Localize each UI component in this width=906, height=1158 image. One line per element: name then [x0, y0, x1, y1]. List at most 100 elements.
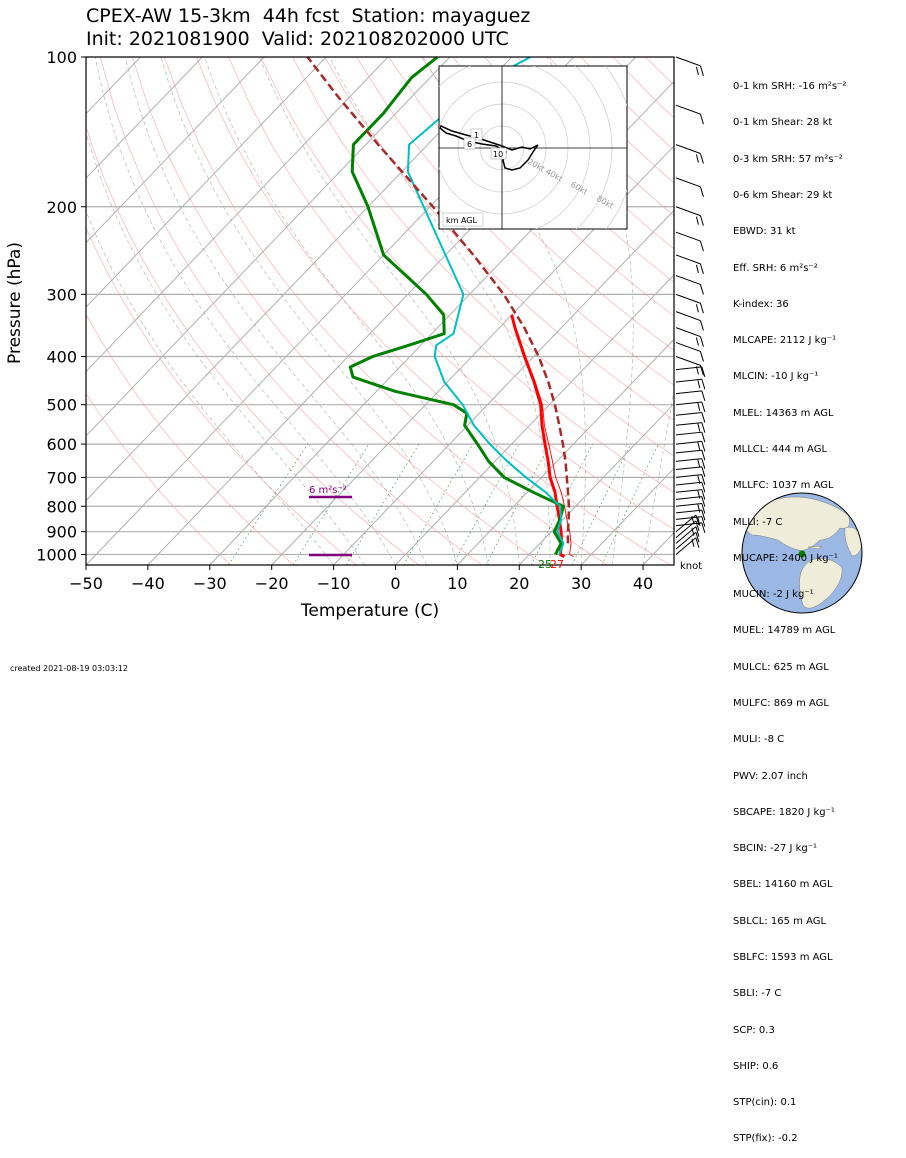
- wind-barb-flag: [701, 401, 706, 413]
- wind-barb: [675, 422, 702, 426]
- dry-adiabat: [228, 57, 674, 530]
- wind-barb-flag: [695, 537, 700, 548]
- x-tick-label: −50: [69, 574, 103, 593]
- surface-temp-label: 27: [550, 558, 564, 571]
- stat-line: STP(cin): 0.1: [733, 1097, 797, 1109]
- wetbulb-line: [406, 57, 565, 555]
- wind-barb-flag: [699, 153, 704, 164]
- hodo-corner-label: km AGL: [446, 216, 478, 225]
- stat-line: SHIP: 0.6: [733, 1060, 779, 1072]
- x-tick-label: 10: [447, 574, 467, 593]
- y-tick-label: 500: [46, 396, 77, 415]
- stat-line: 0-1 km SRH: -16 m²s⁻²: [733, 81, 847, 93]
- axes: −50 −40 −30 −20 −10 0 10 20 30 40 100 200 300 400 500 6…: [5, 48, 653, 621]
- wind-barb-flag: [701, 522, 706, 534]
- isotherm: [518, 403, 674, 565]
- moist-adiabat: [160, 57, 458, 565]
- stat-line: 0-3 km SRH: 57 m²s⁻²: [733, 153, 843, 165]
- wind-barb-flag: [701, 503, 706, 514]
- stat-line: MULI: -8 C: [733, 734, 785, 746]
- mixing-ratio-line: [452, 443, 520, 565]
- stat-line: MUEL: 14789 m AGL: [733, 625, 836, 637]
- y-axis-label: Pressure (hPa): [5, 242, 25, 364]
- wind-barb-flag: [691, 538, 695, 547]
- dry-adiabat: [131, 57, 545, 565]
- wind-barb: [675, 412, 702, 416]
- wind-barb-flag: [699, 186, 704, 197]
- wind-barb-flag: [699, 284, 704, 295]
- wind-barb-flag: [697, 517, 701, 526]
- stat-line: MULFC: 869 m AGL: [733, 697, 829, 709]
- stat-line: 0-1 km Shear: 28 kt: [733, 117, 833, 129]
- skewt-chart: −50 −40 −30 −20 −10 0 10 20 30 40 100 200 300 400 500 6…: [5, 48, 863, 621]
- wind-barb: [675, 342, 701, 352]
- wind-barb: [675, 522, 702, 527]
- hodo-height-label: 1: [474, 131, 479, 140]
- wind-barb: [675, 489, 702, 493]
- wind-barb-flag: [695, 366, 699, 375]
- wind-barb-flag: [697, 402, 701, 412]
- wind-barb-flag: [695, 304, 699, 313]
- wind-barb-flag: [701, 482, 706, 493]
- stat-line: MLCAPE: 2112 J kg⁻¹: [733, 335, 837, 347]
- mixing-ratio-line: [485, 443, 551, 565]
- dry-adiabat: [260, 57, 674, 493]
- wind-barb: [675, 390, 702, 395]
- wind-barb: [675, 481, 702, 486]
- isotherm: [333, 209, 674, 565]
- x-tick-label: −20: [255, 574, 289, 593]
- surface-dewpoint-label: 25: [538, 558, 552, 571]
- wind-barb: [675, 431, 702, 436]
- isotherm: [271, 145, 674, 565]
- wind-barb-flag: [699, 336, 704, 347]
- wind-barb-flag: [701, 510, 706, 521]
- x-axis-label: Temperature (C): [300, 601, 439, 621]
- wind-barb-flag: [701, 474, 706, 485]
- wind-barb-flag: [695, 216, 699, 225]
- wind-barb-flag: [699, 365, 704, 376]
- wind-barb-flag: [701, 366, 706, 378]
- y-tick-label: 800: [46, 497, 77, 516]
- wind-barb: [675, 206, 701, 217]
- moist-adiabat: [642, 388, 674, 565]
- y-tick-label: 1000: [36, 545, 77, 564]
- stat-line: Eff. SRH: 6 m²s⁻²: [733, 262, 818, 274]
- x-tick-label: −30: [193, 574, 227, 593]
- stat-line: MLEL: 14363 m AGL: [733, 407, 834, 419]
- stats-panel: 0-1 km SRH: -16 m²s⁻² 0-1 km Shear: 28 k…: [733, 57, 846, 1158]
- mixing-ratio-line: [571, 443, 631, 565]
- dry-adiabat: [86, 124, 420, 565]
- isotherm: [86, 57, 389, 373]
- wind-barb: [675, 275, 701, 285]
- dry-adiabat: [324, 57, 674, 421]
- stat-line: SBLCL: 165 m AGL: [733, 915, 827, 927]
- isotherm: [86, 57, 327, 308]
- wind-barb: [675, 509, 702, 514]
- wind-barb-flag: [695, 66, 699, 76]
- hodo-height-label: 10: [493, 150, 503, 159]
- wind-barb-flag: [701, 516, 706, 527]
- wind-barb-flag: [695, 520, 700, 532]
- y-tick-label: 900: [46, 523, 77, 542]
- y-tick-label: 400: [46, 348, 77, 367]
- wind-barb-flag: [695, 526, 700, 537]
- dry-adiabat: [388, 57, 674, 351]
- isotherm: [86, 57, 265, 244]
- stat-line: SBLFC: 1593 m AGL: [733, 951, 833, 963]
- wind-barb-flag: [701, 422, 706, 433]
- dry-adiabat: [356, 57, 674, 386]
- wind-barb-flag: [695, 532, 700, 543]
- wind-barb-flag: [697, 475, 701, 484]
- x-tick-label: 20: [509, 574, 529, 593]
- x-tick-label: 0: [390, 574, 400, 593]
- mixing-ratio-line: [601, 443, 659, 565]
- wind-barb-flag: [697, 490, 701, 499]
- y-tick-label: 300: [46, 285, 77, 304]
- wind-barb: [675, 466, 702, 471]
- wind-barb: [675, 531, 697, 550]
- mixing-ratio-line: [403, 443, 474, 565]
- wind-barb-flag: [701, 432, 706, 443]
- wind-barb-flag: [699, 65, 704, 77]
- wind-barb: [675, 401, 702, 406]
- stat-line: MLLI: -7 C: [733, 516, 783, 528]
